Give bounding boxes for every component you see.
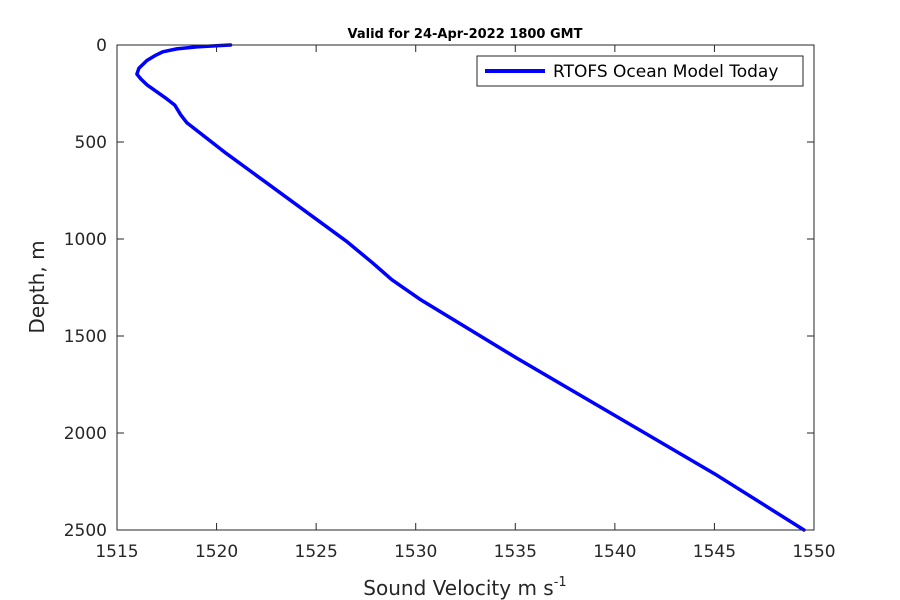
- y-tick-label: 1500: [64, 327, 107, 347]
- y-tick-label: 500: [75, 133, 107, 153]
- y-tick-label: 2000: [64, 424, 107, 444]
- x-tick-label: 1525: [295, 542, 338, 562]
- x-tick-label: 1540: [593, 542, 636, 562]
- x-axis-label-main: Sound Velocity m s: [363, 576, 553, 600]
- y-axis-label: Depth, m: [25, 240, 49, 333]
- chart-title: Valid for 24-Apr-2022 1800 GMT: [348, 27, 583, 42]
- x-tick-label: 1545: [693, 542, 736, 562]
- y-tick-label: 2500: [64, 521, 107, 541]
- series-line: [135, 43, 806, 532]
- x-tick-label: 1530: [394, 542, 437, 562]
- x-axis-label-superscript: -1: [554, 575, 567, 590]
- series-lines: [135, 43, 806, 532]
- y-tick-label: 0: [96, 36, 107, 56]
- x-tick-label: 1535: [494, 542, 537, 562]
- x-tick-label: 1550: [792, 542, 835, 562]
- x-tick-label: 1515: [95, 542, 138, 562]
- legend-label: RTOFS Ocean Model Today: [553, 62, 778, 82]
- x-tick-label: 1520: [195, 542, 238, 562]
- legend: RTOFS Ocean Model Today: [476, 55, 804, 87]
- x-tick-labels: 1515 1520 1525 1530 1535 1540 1545 1550: [95, 542, 835, 562]
- y-tick-label: 1000: [64, 230, 107, 250]
- y-tick-labels: 0 500 1000 1500 2000 2500: [64, 36, 107, 541]
- plot-frame: [116, 44, 815, 531]
- plot-area: [117, 45, 814, 530]
- x-axis-label: Sound Velocity m s-1: [363, 575, 566, 600]
